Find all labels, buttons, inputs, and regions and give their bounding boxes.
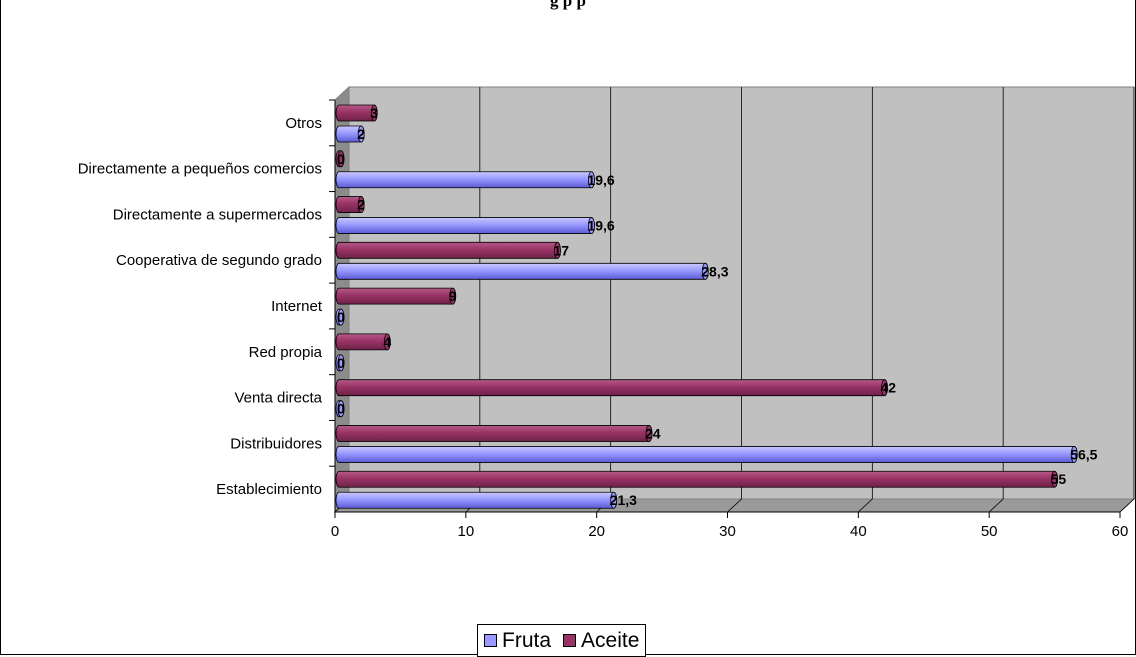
fruta-bar-distribuidores-cap	[1070, 446, 1078, 463]
fruta-bar-establecimiento-cap	[610, 491, 618, 509]
aceite-bar-red-propia	[335, 333, 391, 351]
aceite-bar-cooperativa-de-segundo-grado	[335, 241, 561, 259]
aceite-bar-red-propia-cap	[383, 333, 391, 351]
fruta-bar-directamente-a-supermercados-cap	[588, 217, 595, 234]
aceite-bar-cooperativa-de-segundo-grado-cap	[554, 241, 561, 259]
x-tick-label: 40	[850, 523, 867, 540]
data-label-fruta-directamente-a-pequenos-comercios: 19,6	[587, 172, 614, 188]
legend-label-fruta: Fruta	[502, 628, 552, 652]
aceite-bar-distribuidores-cap	[645, 425, 653, 442]
aceite-bar-directamente-a-supermercados-cap	[357, 196, 365, 213]
data-label-fruta-establecimiento: 21,3	[610, 492, 637, 508]
aceite-bar-establecimiento	[335, 470, 1058, 488]
data-label-fruta-red-propia: 0	[337, 355, 345, 371]
legend-swatch-fruta	[484, 634, 497, 647]
data-label-aceite-distribuidores: 24	[645, 425, 661, 441]
fruta-bar-cooperativa-de-segundo-grado-cap	[701, 262, 709, 280]
category-label-distribuidores: Distribuidores	[230, 435, 322, 452]
aceite-bar-venta-directa	[335, 379, 888, 397]
aceite-bar-distribuidores	[335, 425, 653, 442]
floor-gridline	[727, 498, 742, 513]
x-tick-label: 50	[981, 523, 998, 540]
data-label-fruta-directamente-a-supermercados: 19,6	[587, 218, 614, 234]
data-label-aceite-establecimiento: 55	[1051, 471, 1067, 487]
x-tick-label: 30	[719, 523, 736, 540]
aceite-bar-venta-directa-cap	[881, 379, 888, 397]
clipped-title-fragment: g p p	[550, 0, 586, 10]
data-label-fruta-venta-directa: 0	[337, 401, 345, 417]
data-label-aceite-red-propia: 4	[383, 334, 391, 350]
fruta-bar-distribuidores	[335, 446, 1078, 463]
legend-swatch-aceite	[563, 634, 577, 647]
data-label-aceite-directamente-a-pequenos-comercios: 0	[337, 151, 345, 167]
fruta-bar-cooperativa-de-segundo-grado	[335, 262, 709, 280]
category-label-red-propia: Red propia	[249, 344, 323, 361]
legend: Fruta Aceite	[477, 624, 647, 657]
legend-item-fruta: Fruta	[484, 629, 551, 653]
data-label-aceite-internet: 9	[449, 288, 457, 304]
fruta-bar-directamente-a-pequenos-comercios	[335, 171, 595, 189]
aceite-bar-directamente-a-pequenos-comercios-cap	[337, 150, 345, 168]
aceite-bar-otros-cap	[370, 104, 378, 122]
category-label-cooperativa-de-segundo-grado: Cooperativa de segundo grado	[116, 252, 322, 269]
aceite-bar-internet	[335, 287, 457, 305]
fruta-bar-venta-directa-cap	[337, 400, 345, 418]
aceite-bar-establecimiento-cap	[1051, 470, 1058, 488]
fruta-bar-directamente-a-pequenos-comercios-cap	[588, 171, 595, 189]
floor-gridline	[1119, 498, 1135, 513]
floor-gridline	[858, 498, 873, 513]
data-label-aceite-cooperativa-de-segundo-grado: 17	[553, 242, 569, 258]
legend-label-aceite: Aceite	[581, 628, 640, 652]
floor-gridline	[988, 498, 1004, 513]
x-tick-label: 60	[1112, 523, 1129, 540]
data-label-fruta-otros: 2	[357, 126, 365, 142]
data-label-fruta-internet: 0	[337, 309, 345, 325]
aceite-bar-internet-cap	[449, 287, 457, 305]
data-label-fruta-cooperativa-de-segundo-grado: 28,3	[701, 263, 728, 279]
x-tick-label: 10	[457, 523, 474, 540]
category-label-internet: Internet	[271, 298, 323, 315]
fruta-bar-internet-cap	[337, 308, 345, 326]
x-tick-label: 20	[588, 523, 605, 540]
fruta-bar-red-propia-cap	[337, 354, 345, 372]
data-label-aceite-venta-directa: 42	[881, 380, 897, 396]
category-label-directamente-a-supermercados: Directamente a supermercados	[113, 206, 322, 223]
data-label-fruta-distribuidores: 56,5	[1070, 446, 1097, 462]
category-label-directamente-a-pequenos-comercios: Directamente a pequeños comercios	[78, 161, 322, 178]
category-label-establecimiento: Establecimiento	[216, 481, 322, 498]
x-tick-label: 0	[331, 523, 339, 540]
data-label-aceite-otros: 3	[370, 105, 378, 121]
fruta-bar-otros-cap	[357, 125, 365, 143]
legend-item-aceite: Aceite	[563, 629, 639, 653]
category-label-otros: Otros	[285, 115, 322, 132]
data-label-aceite-directamente-a-supermercados: 2	[357, 197, 365, 213]
fruta-bar-establecimiento	[335, 491, 618, 509]
category-label-venta-directa: Venta directa	[234, 390, 322, 407]
fruta-bar-directamente-a-supermercados	[335, 217, 595, 234]
